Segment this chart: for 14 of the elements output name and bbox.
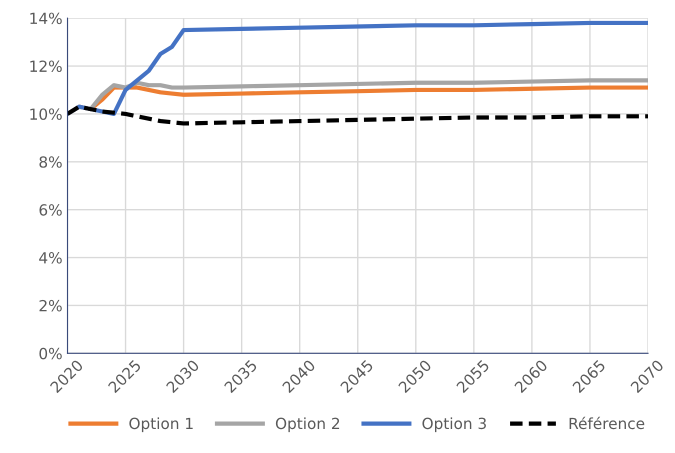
line-series <box>68 20 648 116</box>
line-series <box>68 104 648 126</box>
y-tick-label: 0% <box>39 348 62 360</box>
y-tick-label: 4% <box>39 252 62 264</box>
legend-label: Option 1 <box>129 417 193 432</box>
y-tick-label: 8% <box>39 156 62 168</box>
y-tick-label: 6% <box>39 204 62 216</box>
legend-label: Référence <box>570 416 644 430</box>
y-tick-label: 2% <box>40 300 62 312</box>
y-tick-label: 12% <box>30 60 62 72</box>
legend-label: Option 2 <box>276 417 340 432</box>
y-tick-label: 10% <box>30 108 62 120</box>
legend-label: Option 3 <box>422 417 486 432</box>
y-tick-label: 14% <box>30 12 62 24</box>
